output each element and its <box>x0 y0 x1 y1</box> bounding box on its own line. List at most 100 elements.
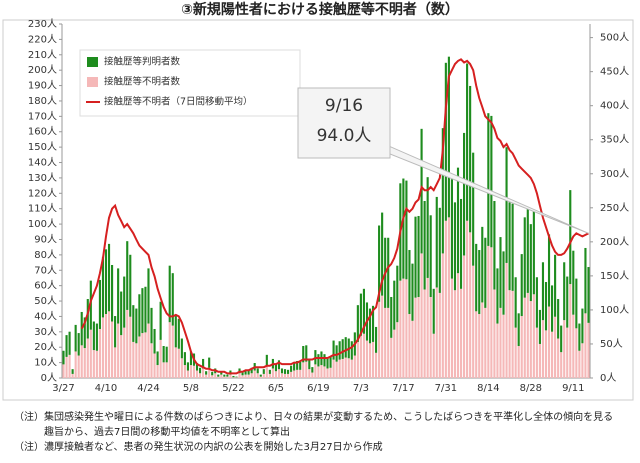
bar <box>95 323 98 351</box>
bar <box>205 371 208 375</box>
bar <box>359 335 362 378</box>
bar <box>365 340 369 378</box>
bar <box>499 237 502 308</box>
bar <box>186 370 189 378</box>
legend <box>79 49 301 117</box>
bar <box>523 217 526 298</box>
callout-value: 94.0人 <box>317 126 372 146</box>
bar <box>326 368 329 378</box>
bar <box>107 311 111 378</box>
bar <box>335 361 338 378</box>
bar <box>159 301 162 340</box>
bar <box>496 323 499 378</box>
bar <box>481 226 484 303</box>
bar <box>223 374 226 377</box>
bar <box>493 201 496 290</box>
bar <box>277 369 281 378</box>
bar <box>153 353 156 378</box>
bar <box>341 339 344 359</box>
y-tick-label: 100人 <box>28 218 57 230</box>
bar <box>423 289 426 378</box>
bar <box>484 237 487 308</box>
bar <box>359 293 362 336</box>
bar <box>344 357 347 378</box>
bar <box>256 373 259 378</box>
bar <box>387 237 390 308</box>
bar <box>74 351 77 378</box>
bar <box>329 367 332 378</box>
line <box>80 58 589 375</box>
y2-tick-label: 50人 <box>600 338 623 350</box>
bar <box>141 333 144 378</box>
bar <box>490 247 493 378</box>
bar <box>572 250 575 315</box>
bar <box>541 320 545 378</box>
bar <box>132 305 135 342</box>
bar <box>253 370 256 378</box>
x-tick-label: 5/22 <box>222 383 244 394</box>
bar <box>235 376 238 378</box>
bar <box>123 327 126 378</box>
bar <box>183 365 186 378</box>
chart-title: ③新規陽性者における接触歴等不明者（数） <box>181 1 459 18</box>
bar <box>250 373 253 378</box>
bar <box>384 307 387 378</box>
bar <box>180 338 183 359</box>
y2-tick-label: 0人 <box>600 372 616 384</box>
x-tick-label: 9/11 <box>562 383 584 394</box>
bar <box>83 348 86 378</box>
bar <box>126 309 129 378</box>
y-tick-label: 0人 <box>41 372 57 384</box>
x-tick-label: 8/28 <box>520 383 542 394</box>
bar <box>411 320 414 378</box>
bar <box>83 317 86 349</box>
bar <box>356 305 359 342</box>
bar <box>381 295 384 378</box>
x-tick-label: 3/27 <box>52 383 74 394</box>
bar <box>368 308 372 344</box>
y-tick-label: 120人 <box>28 187 57 199</box>
bar <box>280 368 284 374</box>
bar <box>375 352 378 378</box>
bar <box>274 371 277 378</box>
bar <box>566 327 569 378</box>
bar <box>138 336 141 378</box>
bar <box>396 265 399 323</box>
y2-tick-label: 500人 <box>600 32 629 44</box>
bar <box>287 373 290 378</box>
bar <box>417 215 420 297</box>
bar <box>405 180 408 280</box>
bar <box>92 321 95 351</box>
y-tick-label: 70人 <box>34 264 57 276</box>
bar <box>368 343 372 378</box>
bar <box>141 288 144 334</box>
bar <box>393 329 396 378</box>
bar <box>487 113 490 246</box>
y-tick-label: 30人 <box>34 326 57 338</box>
bar <box>578 350 581 378</box>
bar <box>126 241 129 310</box>
bar <box>329 356 332 368</box>
bar <box>551 285 554 332</box>
bar <box>98 328 101 378</box>
bar <box>165 346 168 363</box>
y2-tick-label: 250人 <box>600 202 629 214</box>
bar <box>557 299 560 339</box>
bar <box>563 262 566 321</box>
bar <box>62 364 65 378</box>
y2-tick-label: 450人 <box>600 66 629 78</box>
bar <box>226 374 229 377</box>
bar <box>429 296 432 378</box>
bar <box>414 297 417 378</box>
bar <box>199 367 202 374</box>
bar <box>508 290 511 378</box>
bar <box>393 280 396 330</box>
y-tick-label: 80人 <box>34 249 57 261</box>
bar <box>265 354 268 367</box>
bar <box>174 316 177 348</box>
bar <box>174 347 177 378</box>
bar <box>202 358 205 369</box>
y-tick-label: 110人 <box>28 203 57 215</box>
bar <box>390 337 393 378</box>
bar <box>80 345 83 378</box>
